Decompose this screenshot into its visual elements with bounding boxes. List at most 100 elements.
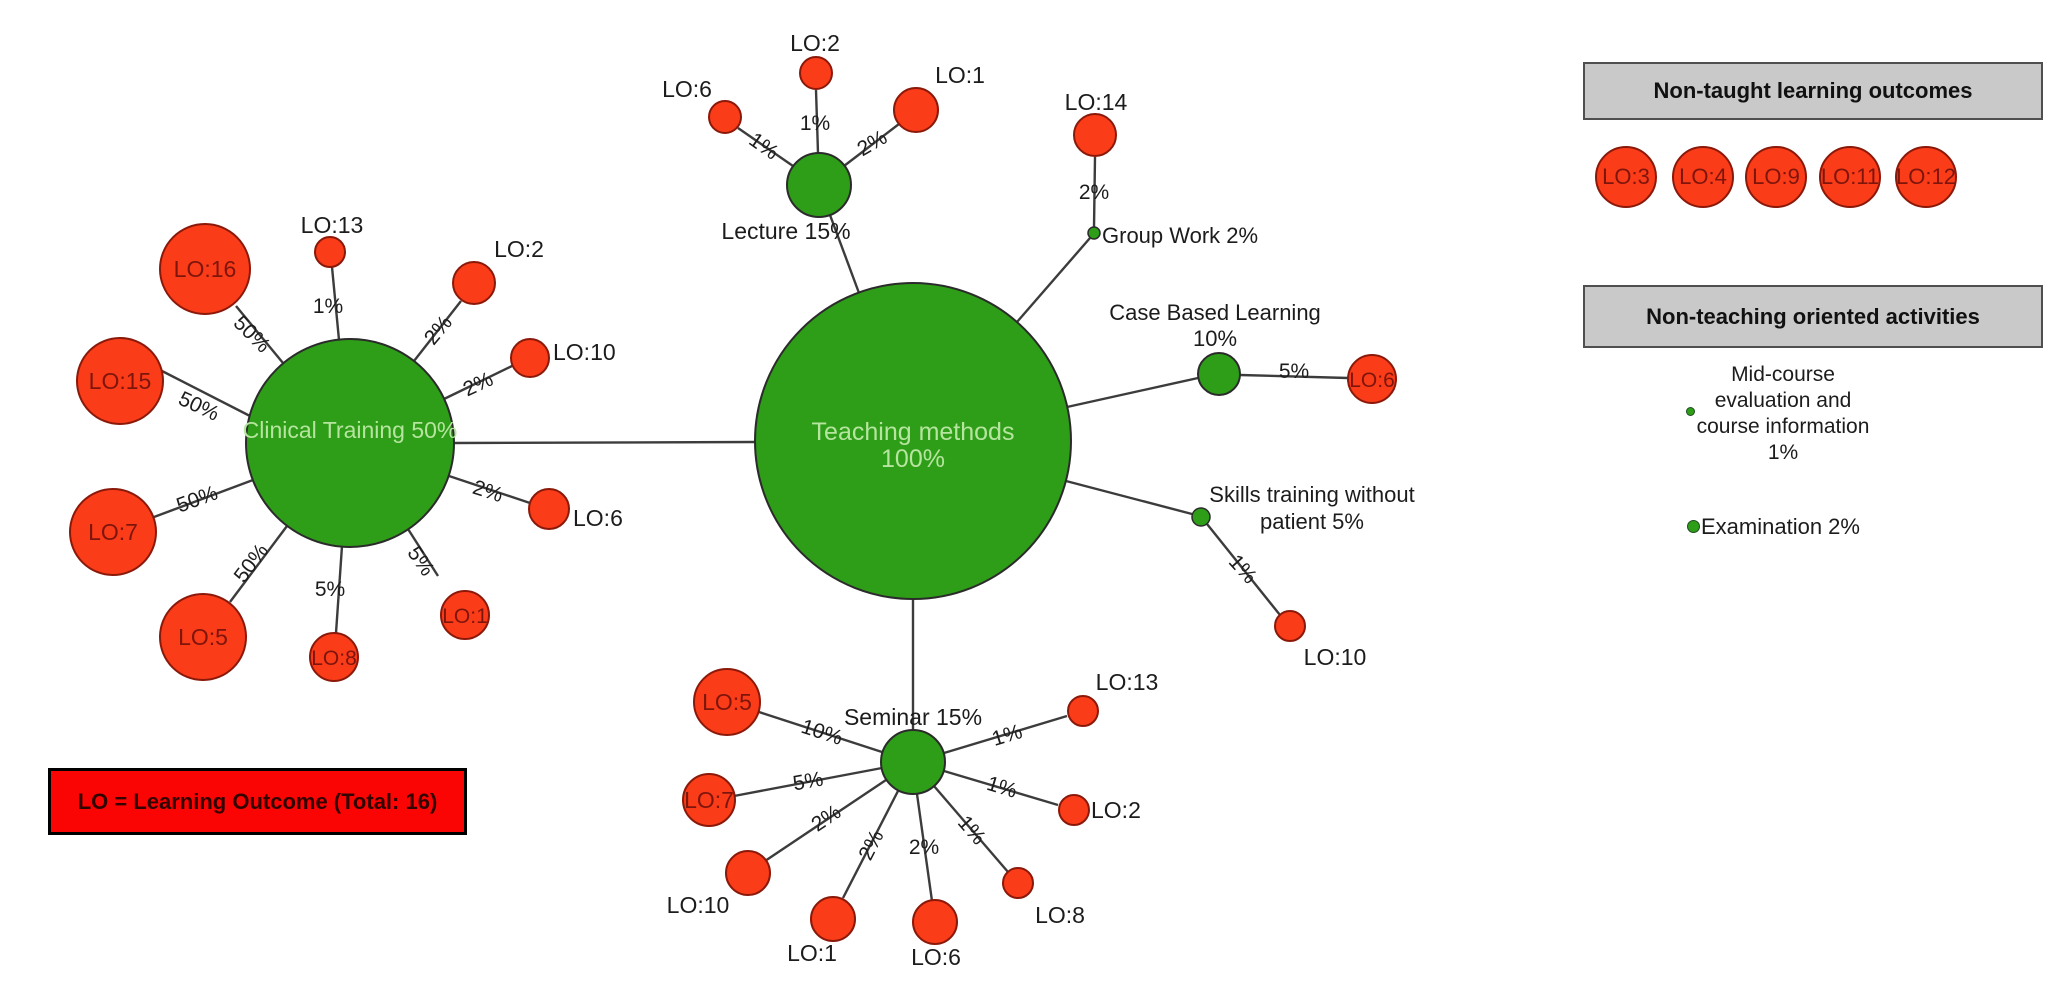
edge-seminar-lo1 [841, 790, 900, 899]
midcourse-evaluation-dot [1686, 407, 1695, 416]
edge-label-clinical-lo8: 5% [315, 578, 345, 601]
midcourse-line-4: 1% [1767, 441, 1799, 464]
edge-clinical-lo1 [406, 528, 440, 577]
legend-non-taught-outcomes-title: Non-taught learning outcomes [1653, 78, 1973, 103]
non-taught-outcome-lo4: LO:4 [1672, 146, 1734, 208]
edge-label-lecture-lo6: 1% [745, 128, 783, 164]
legend-non-taught-outcomes-box: Non-taught learning outcomes [1583, 62, 2043, 120]
label-lo5: LO:5 [178, 624, 228, 650]
edge-label-seminar-lo13: 1% [989, 720, 1025, 751]
label-case-based-learning: 10% [1193, 326, 1237, 351]
non-taught-outcome-lo11: LO:11 [1819, 146, 1881, 208]
edge-seminar-lo5 [758, 710, 883, 754]
edge-clinical-lo6 [448, 474, 531, 505]
label-clinical-lo1: LO:1 [442, 605, 488, 628]
node-lecture-lo2 [799, 56, 833, 90]
edge-label-clinical-lo1: 5% [402, 542, 438, 580]
non-taught-outcome-label: LO:9 [1752, 164, 1800, 189]
node-lo5 [159, 593, 247, 681]
node-lo15 [76, 337, 164, 425]
edge-lecture-lo1 [843, 123, 900, 167]
edge-label-seminar-lo10: 2% [807, 800, 845, 836]
edge-label-clinical-lo6: 2% [470, 476, 506, 507]
edge-teaching-skills [1065, 479, 1193, 516]
node-clinical-lo1 [440, 590, 490, 640]
node-skills-lo10 [1274, 610, 1306, 642]
label-lo15: LO:15 [89, 368, 152, 394]
midcourse-line-1: Mid-course [1731, 363, 1835, 386]
label-lecture-lo2: LO:2 [790, 30, 840, 56]
label-skills-training: Skills training without [1209, 482, 1414, 507]
label-clinical-lo8: LO:8 [311, 647, 357, 670]
node-seminar [880, 729, 946, 795]
edge-clinical-lo7 [153, 478, 254, 519]
legend-non-teaching-activities-title: Non-teaching oriented activities [1646, 303, 1980, 329]
node-clinical-lo10 [510, 338, 550, 378]
label-skills-lo10: LO:10 [1304, 644, 1367, 670]
edge-teaching-lecture [828, 214, 861, 294]
non-taught-outcome-label: LO:4 [1679, 164, 1727, 189]
edge-seminar-lo6 [915, 793, 934, 902]
label-lo16: LO:16 [174, 256, 237, 282]
edge-label-skills-lo10: 1% [1224, 550, 1261, 588]
label-clinical-lo13: LO:13 [301, 212, 364, 238]
node-seminar-lo5 [693, 668, 761, 736]
node-case-based-learning [1197, 352, 1241, 396]
node-clinical-lo6 [528, 488, 570, 530]
edge-clinical-lo10 [443, 364, 513, 401]
label-lecture-lo1: LO:1 [935, 62, 985, 88]
midcourse-line-3: course information [1696, 415, 1870, 438]
label-casebased-lo6: LO:6 [1349, 369, 1395, 392]
edge-teaching-clinical [454, 440, 756, 445]
node-clinical-lo2 [452, 261, 496, 305]
edge-label-casebased-lo6: 5% [1279, 360, 1309, 383]
label-seminar-lo7: LO:7 [684, 787, 734, 813]
label-skills-training: patient 5% [1260, 509, 1364, 534]
edge-label-seminar-lo6: 2% [909, 836, 939, 859]
label-seminar-lo10: LO:10 [667, 892, 730, 918]
non-taught-outcome-label: LO:12 [1896, 164, 1956, 189]
legend-non-teaching-activities-box: Non-teaching oriented activities [1583, 285, 2043, 348]
edge-clinical-lo16 [235, 305, 284, 364]
node-lecture [786, 152, 852, 218]
edge-label-clinical-lo10: 2% [460, 368, 497, 402]
label-teaching-methods: Teaching methods [812, 418, 1015, 446]
edge-label-lecture-lo2: 1% [800, 112, 830, 135]
edge-clinical-lo13 [330, 266, 341, 341]
label-lo14: LO:14 [1065, 89, 1128, 115]
node-lo16 [159, 223, 251, 315]
label-seminar-lo5: LO:5 [702, 689, 752, 715]
node-clinical-training [245, 338, 455, 548]
examination-label: Examination 2% [1701, 514, 1860, 539]
node-seminar-lo8 [1002, 867, 1034, 899]
label-case-based-learning: Case Based Learning [1109, 300, 1321, 325]
label-clinical-training: Clinical Training 50% [243, 417, 458, 443]
edge-label-clinical-lo2: 2% [420, 311, 457, 349]
edge-clinical-lo2 [413, 300, 462, 362]
lo-definition-note: LO = Learning Outcome (Total: 16) [48, 768, 467, 835]
node-skills-training [1191, 507, 1211, 527]
edge-label-clinical-lo5: 50% [230, 540, 274, 587]
label-seminar: Seminar 15% [844, 704, 982, 730]
label-seminar-lo8: LO:8 [1035, 902, 1085, 928]
label-clinical-lo10: LO:10 [553, 339, 616, 365]
node-lecture-lo1 [893, 87, 939, 133]
node-seminar-lo2 [1058, 794, 1090, 826]
edge-seminar-lo13 [943, 714, 1068, 755]
node-teaching-methods [754, 282, 1072, 600]
edge-label-clinical-lo7: 50% [173, 481, 220, 517]
edge-teaching-casebased [1066, 376, 1199, 409]
edge-label-seminar-lo5: 10% [798, 715, 845, 750]
edge-label-clinical-lo15: 50% [175, 387, 223, 426]
edge-lecture-lo6 [737, 127, 794, 167]
midcourse-evaluation-label: Mid-course evaluation and course informa… [1643, 362, 1923, 466]
edge-seminar-lo8 [933, 785, 1009, 873]
midcourse-line-2: evaluation and [1714, 389, 1852, 412]
node-seminar-lo13 [1067, 695, 1099, 727]
edge-skills-lo10 [1206, 523, 1281, 616]
label-lo7: LO:7 [88, 519, 138, 545]
label-clinical-lo2: LO:2 [494, 236, 544, 262]
edge-clinical-lo15 [161, 369, 251, 418]
